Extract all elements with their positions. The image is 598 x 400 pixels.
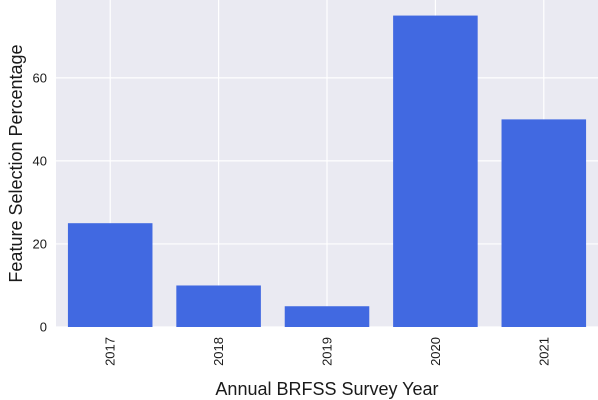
x-tick-label: 2021 [536, 337, 551, 366]
x-axis-label: Annual BRFSS Survey Year [215, 379, 438, 399]
y-tick-label: 20 [33, 236, 47, 251]
bar-2019 [284, 306, 370, 327]
bar-2021 [501, 119, 587, 327]
bar-2018 [176, 285, 261, 327]
bars [67, 15, 587, 327]
x-tick-label: 2020 [428, 337, 443, 366]
x-tick-label: 2018 [211, 337, 226, 366]
y-tick-label: 0 [40, 320, 47, 335]
x-tick-label: 2019 [320, 337, 335, 366]
y-axis-label: Feature Selection Percentage [6, 44, 26, 282]
x-tick-label: 2017 [103, 337, 118, 366]
bar-2020 [393, 15, 478, 327]
bar-2017 [67, 223, 153, 327]
x-axis-ticks: 2017 2018 2019 2020 2021 [103, 337, 552, 366]
y-tick-label: 60 [33, 70, 47, 85]
y-axis-ticks: 0 20 40 60 [33, 70, 47, 334]
y-tick-label: 40 [33, 153, 47, 168]
